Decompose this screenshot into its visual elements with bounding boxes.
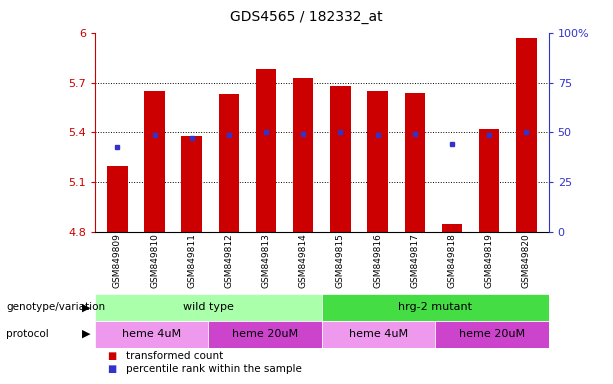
Text: heme 4uM: heme 4uM bbox=[349, 329, 408, 339]
Text: percentile rank within the sample: percentile rank within the sample bbox=[126, 364, 302, 374]
Text: GSM849818: GSM849818 bbox=[447, 233, 457, 288]
Bar bbox=[435, 321, 549, 348]
Text: GSM849817: GSM849817 bbox=[410, 233, 419, 288]
Bar bbox=[322, 321, 435, 348]
Text: GSM849814: GSM849814 bbox=[299, 233, 308, 288]
Bar bbox=[516, 38, 536, 232]
Text: wild type: wild type bbox=[183, 302, 234, 312]
Text: GSM849819: GSM849819 bbox=[485, 233, 493, 288]
Text: GSM849820: GSM849820 bbox=[522, 233, 531, 288]
Text: GDS4565 / 182332_at: GDS4565 / 182332_at bbox=[230, 10, 383, 23]
Bar bbox=[208, 321, 322, 348]
Bar bbox=[181, 136, 202, 232]
Bar bbox=[107, 166, 128, 232]
Bar bbox=[479, 129, 500, 232]
Bar bbox=[442, 224, 462, 232]
Text: ▶: ▶ bbox=[82, 302, 91, 312]
Bar bbox=[95, 321, 208, 348]
Text: GSM849812: GSM849812 bbox=[224, 233, 234, 288]
Text: hrg-2 mutant: hrg-2 mutant bbox=[398, 302, 472, 312]
Bar bbox=[322, 294, 549, 321]
Bar bbox=[256, 69, 276, 232]
Text: heme 4uM: heme 4uM bbox=[122, 329, 181, 339]
Bar bbox=[367, 91, 388, 232]
Text: GSM849816: GSM849816 bbox=[373, 233, 382, 288]
Text: GSM849811: GSM849811 bbox=[187, 233, 196, 288]
Text: GSM849809: GSM849809 bbox=[113, 233, 122, 288]
Text: GSM849810: GSM849810 bbox=[150, 233, 159, 288]
Bar bbox=[95, 294, 322, 321]
Text: transformed count: transformed count bbox=[126, 351, 223, 361]
Text: ■: ■ bbox=[107, 364, 116, 374]
Text: GSM849813: GSM849813 bbox=[262, 233, 270, 288]
Text: heme 20uM: heme 20uM bbox=[232, 329, 298, 339]
Text: protocol: protocol bbox=[6, 329, 49, 339]
Text: GSM849815: GSM849815 bbox=[336, 233, 345, 288]
Bar bbox=[293, 78, 313, 232]
Text: heme 20uM: heme 20uM bbox=[459, 329, 525, 339]
Text: genotype/variation: genotype/variation bbox=[6, 302, 105, 312]
Text: ■: ■ bbox=[107, 351, 116, 361]
Bar bbox=[144, 91, 165, 232]
Bar bbox=[219, 94, 239, 232]
Bar bbox=[405, 93, 425, 232]
Bar bbox=[330, 86, 351, 232]
Text: ▶: ▶ bbox=[82, 329, 91, 339]
